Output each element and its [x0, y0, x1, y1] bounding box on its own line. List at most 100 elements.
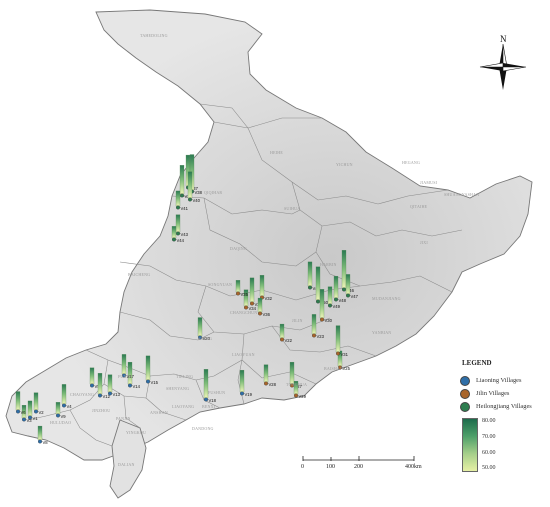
scale-label-100: 100	[326, 464, 335, 470]
village-dot-v17	[122, 373, 126, 378]
village-marker-v29: V29	[293, 381, 307, 399]
village-marker-v31: V31	[335, 325, 349, 357]
village-dot-v23	[312, 333, 316, 338]
region-label-baishan: BAISHAN	[324, 366, 344, 371]
region-label-harbin: HARBIN	[320, 262, 337, 267]
region-label-changchun: CHANGCHUN	[230, 310, 258, 315]
legend-liaoning-label: Liaoning Villages	[476, 377, 522, 384]
village-dot-v27	[290, 383, 294, 388]
village-bar-v41	[175, 190, 181, 207]
village-marker-v12: V12	[97, 373, 111, 399]
village-label-v2: V2	[39, 410, 45, 415]
village-dot-v8	[38, 439, 42, 444]
village-dot-v40	[188, 197, 192, 202]
liaodong-peninsula	[109, 419, 147, 499]
village-marker-v2: V2	[33, 392, 45, 415]
village-marker-v14: V14	[127, 361, 141, 389]
village-bar-v28	[263, 364, 269, 383]
village-label-v48: V48	[339, 298, 347, 303]
village-bar-v5	[89, 367, 95, 385]
legend-jilin-label: Jilin Villages	[476, 390, 510, 397]
village-label-v9: V9	[61, 414, 67, 419]
village-label-v44: V44	[177, 238, 185, 243]
village-label-v20: V20	[203, 336, 211, 341]
village-dot-v22	[280, 337, 284, 342]
village-dot-v31	[336, 351, 340, 356]
region-label-daqing: DAQING	[230, 246, 247, 251]
village-label-v14: V14	[133, 384, 141, 389]
village-marker-v17: V17	[121, 354, 135, 379]
region-label-dalian: DALIAN	[118, 462, 135, 467]
village-dot-v9	[56, 413, 60, 418]
village-bar-v2	[33, 392, 39, 411]
village-marker-v4: V4	[61, 384, 73, 409]
village-marker-v5: V5	[89, 367, 101, 389]
village-bar-v35	[235, 280, 241, 293]
village-bar-v45	[307, 261, 313, 287]
village-marker-v8: V8	[37, 425, 48, 445]
village-marker-v50: V50	[315, 266, 329, 305]
legend-liaoning-dot-icon	[460, 375, 470, 386]
village-bar-v27	[289, 361, 295, 385]
village-bar-v40	[187, 171, 193, 199]
village-dot-v35	[236, 291, 240, 296]
village-dot-v50	[316, 299, 320, 304]
region-label-qiqihar: QIQIHAR	[204, 190, 223, 195]
legend-title: LEGEND	[462, 359, 492, 367]
village-label-v18: V18	[209, 398, 217, 403]
scale-label-400km: 400km	[405, 464, 422, 470]
village-label-v46: V46	[347, 288, 355, 293]
village-marker-v13: V13	[107, 374, 121, 397]
village-bar-v23	[311, 314, 317, 335]
scale-label-200: 200	[354, 464, 363, 470]
region-label-siping: SIPING	[198, 336, 213, 341]
region-label-chaoyang: CHAOYANG	[70, 392, 95, 397]
village-dot-v18	[204, 397, 208, 402]
village-marker-v27: V27	[289, 361, 303, 389]
village-bar-v6	[15, 391, 21, 411]
region-label-tonghua: TONGHUA	[286, 382, 308, 387]
region-label-fuxin: FUXIN	[118, 374, 132, 379]
village-label-v43: V43	[181, 232, 189, 237]
legend-color-ramp	[462, 418, 478, 472]
village-marker-v6: V6	[15, 391, 26, 415]
village-bar-v20	[197, 317, 203, 337]
northeast-china-landmass	[5, 9, 533, 461]
region-label-jilin: JILIN	[292, 318, 303, 323]
village-bar-v15	[145, 355, 151, 381]
village-label-v49: V49	[333, 304, 341, 309]
village-label-v5: V5	[95, 384, 101, 389]
village-marker-v35: V35	[235, 280, 249, 297]
legend-tick-60: 60.00	[482, 450, 496, 456]
village-label-v25: V25	[343, 366, 351, 371]
village-dot-v13	[108, 391, 112, 396]
region-label-hegang: HEGANG	[402, 160, 421, 165]
legend-heilongjiang-label: Heilongjiang Villages	[476, 403, 532, 410]
village-label-v13: V13	[113, 392, 121, 397]
region-label-qitaihe: QITAIHE	[410, 204, 428, 209]
village-marker-v23: V23	[311, 314, 325, 339]
village-bar-v32	[259, 275, 265, 297]
village-label-v1: V1	[33, 416, 39, 421]
village-marker-v34: V34	[243, 289, 257, 311]
village-bar-v1	[27, 400, 33, 417]
scale-label-0: 0	[301, 464, 304, 470]
legend-item-heilongjiang: Heilongjiang Villages	[460, 401, 532, 412]
village-dot-v36	[258, 311, 262, 316]
region-label-tahedoling: TAHEDOLING	[140, 33, 168, 38]
village-dot-v46	[342, 287, 346, 292]
village-marker-v36: V36	[257, 297, 271, 317]
region-label-baicheng: BAICHENG	[128, 272, 151, 277]
village-bar-v33	[249, 277, 255, 303]
village-bar-v19	[239, 369, 245, 393]
region-label-yichun: YICHUN	[336, 162, 353, 167]
village-dot-v44	[172, 237, 176, 242]
village-dot-v49	[328, 303, 332, 308]
region-label-yanbian: YANBIAN	[372, 330, 392, 335]
village-marker-v48: V48	[333, 275, 347, 303]
village-marker-v22: V22	[279, 323, 293, 343]
village-dot-v6	[16, 409, 20, 414]
village-label-v4: V4	[67, 404, 73, 409]
